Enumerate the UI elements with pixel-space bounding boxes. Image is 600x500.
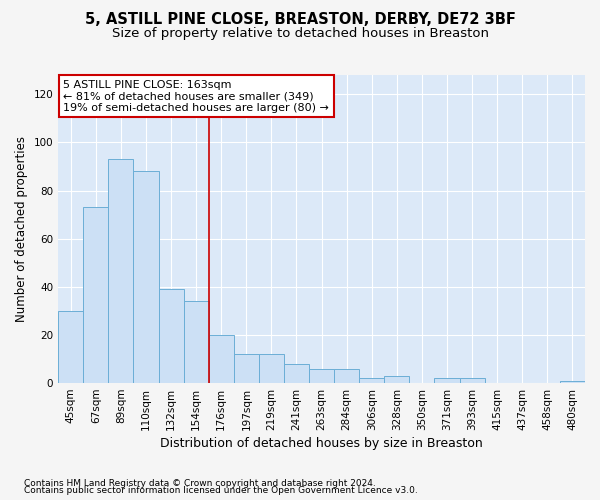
Bar xyxy=(309,368,334,383)
Bar xyxy=(58,311,83,383)
Bar xyxy=(109,159,133,383)
Text: Contains HM Land Registry data © Crown copyright and database right 2024.: Contains HM Land Registry data © Crown c… xyxy=(24,478,376,488)
Bar xyxy=(560,380,585,383)
Bar xyxy=(83,208,109,383)
Bar xyxy=(259,354,284,383)
Bar xyxy=(209,335,234,383)
Bar xyxy=(133,172,158,383)
Text: 5 ASTILL PINE CLOSE: 163sqm
← 81% of detached houses are smaller (349)
19% of se: 5 ASTILL PINE CLOSE: 163sqm ← 81% of det… xyxy=(64,80,329,113)
Bar xyxy=(158,289,184,383)
Bar xyxy=(460,378,485,383)
Bar xyxy=(334,368,359,383)
Bar xyxy=(234,354,259,383)
Text: Size of property relative to detached houses in Breaston: Size of property relative to detached ho… xyxy=(112,28,488,40)
Bar xyxy=(434,378,460,383)
Text: 5, ASTILL PINE CLOSE, BREASTON, DERBY, DE72 3BF: 5, ASTILL PINE CLOSE, BREASTON, DERBY, D… xyxy=(85,12,515,28)
Bar xyxy=(359,378,385,383)
X-axis label: Distribution of detached houses by size in Breaston: Distribution of detached houses by size … xyxy=(160,437,483,450)
Bar xyxy=(385,376,409,383)
Text: Contains public sector information licensed under the Open Government Licence v3: Contains public sector information licen… xyxy=(24,486,418,495)
Bar xyxy=(184,301,209,383)
Y-axis label: Number of detached properties: Number of detached properties xyxy=(15,136,28,322)
Bar xyxy=(284,364,309,383)
